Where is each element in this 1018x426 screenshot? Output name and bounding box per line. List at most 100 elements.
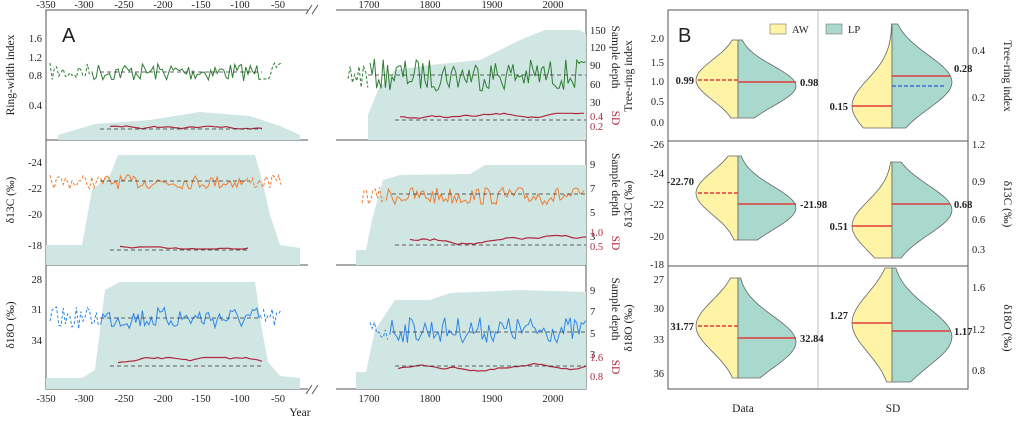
d18o-series-early-dashed (262, 308, 282, 326)
d13c-series-early-dashed (249, 173, 282, 189)
y-axis-label: Ring-width index (5, 34, 17, 115)
sd-line-d18o-late (397, 362, 587, 372)
right-y-tick: 1.6 (972, 283, 985, 294)
left-y-tick: -24 (650, 169, 665, 180)
x-axis-label: Year (289, 407, 310, 419)
depth-tick: 90 (590, 61, 601, 72)
depth-tick: 5 (590, 329, 595, 340)
depth-tick: 150 (590, 26, 606, 37)
x-tick-bottom: -100 (230, 394, 249, 405)
sd-tick: 0.8 (590, 372, 603, 383)
x-tick-bottom: -50 (271, 394, 285, 405)
y-tick: -20 (28, 210, 42, 221)
sample-depth-label: Sample depth (609, 26, 621, 89)
right-axis-label: δ13C (‰) (1001, 181, 1013, 228)
d13c-series-early-dashed (49, 174, 99, 191)
left-y-tick: -22 (650, 200, 664, 211)
depth-tick: 3 (590, 232, 595, 243)
sample-depth-area (356, 165, 586, 265)
depth-tick: 7 (590, 307, 595, 318)
x-category-sd: SD (886, 403, 901, 415)
value-label-lp: 0.28 (954, 64, 972, 75)
ring-width-series-early (91, 62, 262, 82)
x-tick-top: -250 (114, 0, 133, 11)
violin-half-aw (695, 155, 739, 241)
violin-half-aw (851, 161, 893, 259)
ring-width-series-late (369, 58, 586, 92)
x-tick-top: 1700 (359, 0, 380, 11)
depth-tick: 3 (590, 350, 595, 361)
value-label-lp: -21.98 (800, 200, 827, 211)
ring-width-series-early-dashed (49, 62, 91, 80)
depth-tick: 7 (590, 184, 595, 195)
x-tick-bottom: -300 (74, 394, 93, 405)
legend-label-lp: LP (848, 25, 860, 36)
x-tick-top: 1900 (482, 0, 503, 11)
right-y-tick: 0.2 (972, 93, 985, 104)
d13c-series-late-dashed (361, 187, 385, 206)
left-axis-label: δ13C (‰) (623, 181, 635, 228)
sample-depth-area (46, 155, 300, 265)
y-tick: 1.6 (29, 34, 42, 45)
y-tick: -22 (28, 184, 42, 195)
sd-axis-label: SD (609, 111, 621, 126)
right-y-tick: 1.2 (972, 325, 985, 336)
depth-tick: 30 (590, 98, 601, 109)
x-tick-top: -50 (271, 0, 285, 11)
left-axis-label: Tree-ring index (623, 40, 635, 112)
y-axis-label: δ18O (‰) (5, 301, 17, 348)
y-tick: 34 (32, 336, 43, 347)
violin-half-lp (891, 267, 953, 383)
sample-depth-area (356, 290, 586, 389)
left-y-tick: 36 (654, 369, 665, 380)
y-tick: 31 (32, 305, 43, 316)
violin-half-aw (695, 277, 739, 379)
d18o-series-early (100, 306, 262, 330)
d18o-series-late-dashed (369, 320, 389, 340)
x-tick-bottom: 1800 (420, 394, 441, 405)
value-label-lp: 32.84 (800, 334, 824, 345)
right-y-tick: 0.6 (972, 215, 985, 226)
value-label-aw: 0.99 (676, 76, 694, 87)
d18o-series-early-dashed (49, 306, 99, 329)
left-y-tick: 33 (654, 335, 665, 346)
value-label-lp: 0.98 (800, 78, 818, 89)
right-y-tick: 0.4 (972, 46, 986, 57)
sd-line-d18o-early (117, 356, 263, 364)
legend: AW LP (769, 23, 860, 36)
left-y-tick: -26 (650, 140, 664, 151)
violin-half-lp (891, 161, 953, 259)
right-y-tick: 0.3 (972, 245, 985, 256)
right-axis-label: δ18O (‰) (1001, 304, 1013, 351)
x-tick-top: -350 (36, 0, 55, 11)
left-y-tick: 2.0 (651, 34, 664, 45)
sd-tick: 1.6 (590, 353, 603, 364)
depth-tick: 9 (590, 286, 595, 297)
sd-line-d13c-early (119, 245, 249, 250)
sd-axis-label: SD (609, 360, 621, 375)
right-y-tick: 0.9 (972, 177, 985, 188)
right-axis-label: Tree-ring index (1001, 40, 1013, 112)
x-tick-top: 2000 (543, 0, 564, 11)
y-tick: 1.2 (29, 53, 42, 64)
value-label-lp: 1.17 (954, 327, 972, 338)
value-label-aw: 1.27 (830, 311, 848, 322)
legend-label-aw: AW (792, 25, 809, 36)
depth-tick: 5 (590, 208, 595, 219)
sample-depth-label: Sample depth (609, 153, 621, 216)
x-tick-bottom: -250 (114, 394, 133, 405)
x-tick-bottom: -200 (153, 394, 172, 405)
sd-tick: 0.2 (590, 122, 603, 133)
y-axis-label: δ13C (‰) (5, 177, 17, 224)
violin-half-aw (851, 23, 893, 129)
sd-line-d13c-late (409, 234, 587, 246)
depth-tick: 9 (590, 160, 595, 171)
violin-half-aw (851, 267, 893, 383)
y-tick: -18 (28, 241, 42, 252)
sample-depth-area (58, 112, 300, 140)
value-label-aw: -22.70 (667, 177, 694, 188)
x-tick-bottom: -350 (36, 394, 55, 405)
left-y-tick: 27 (654, 275, 665, 286)
x-tick-top: -300 (74, 0, 93, 11)
